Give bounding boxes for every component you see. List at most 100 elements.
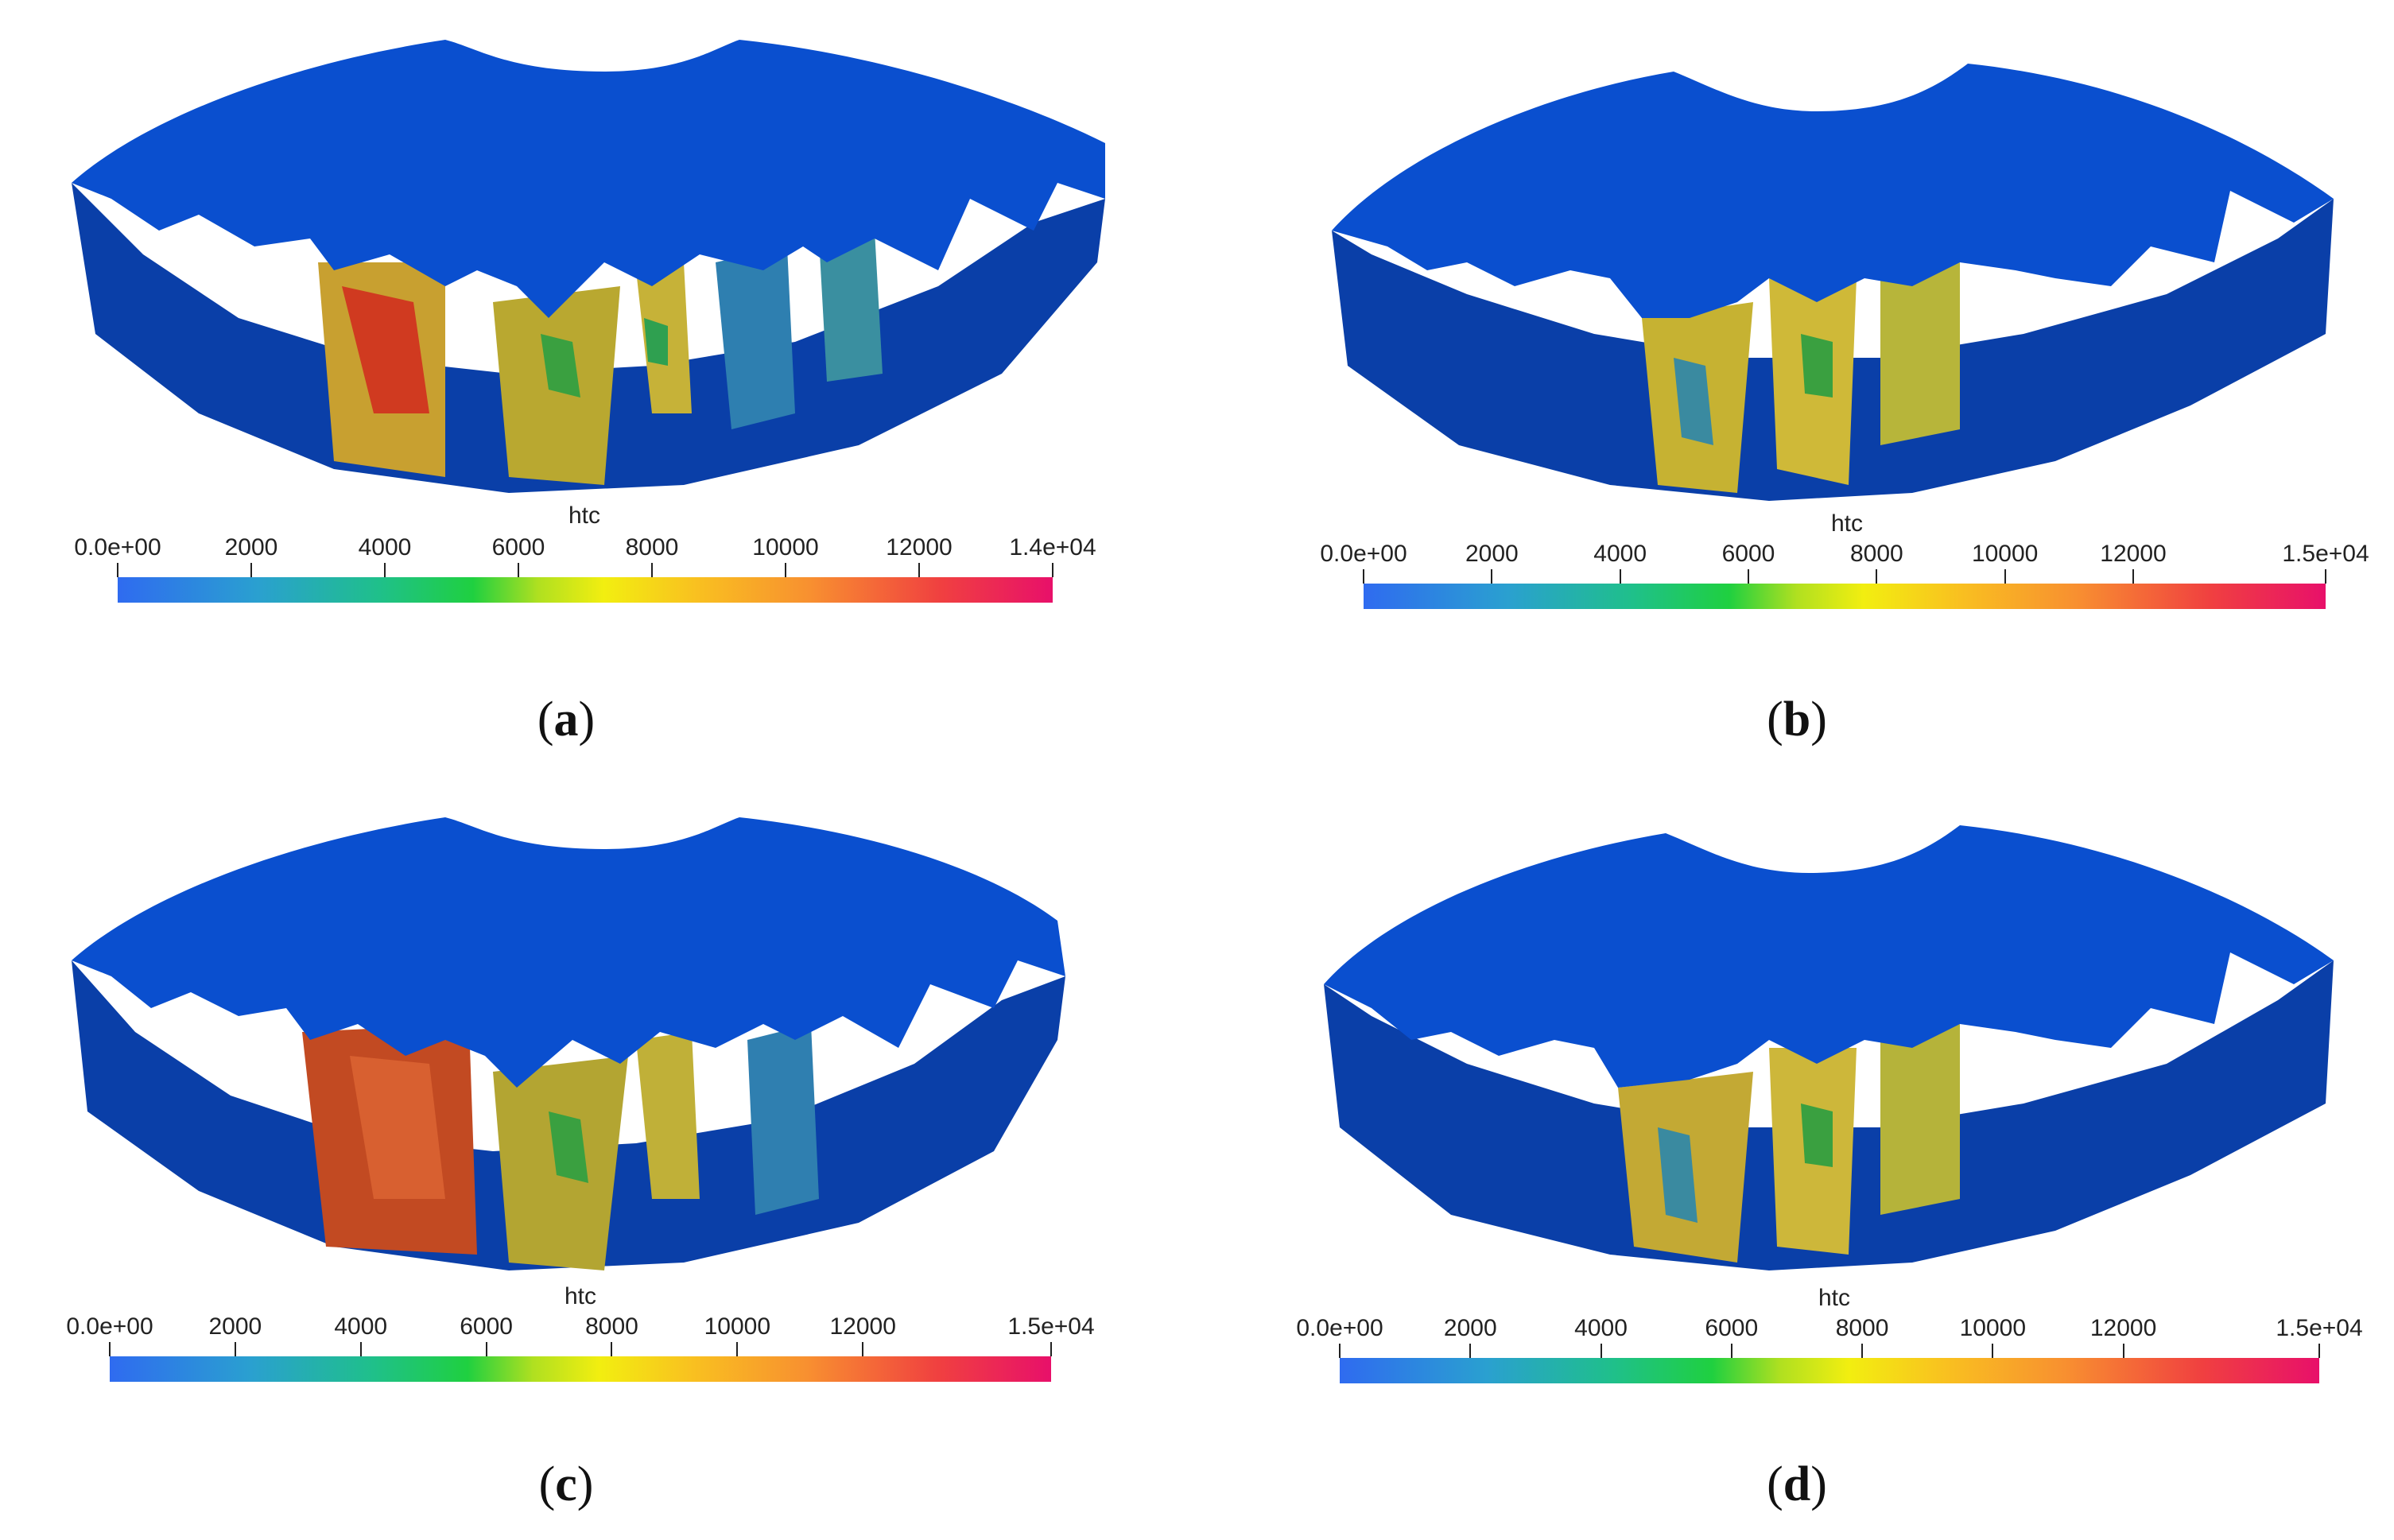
colorbar-tick-label: 8000 <box>1849 541 1903 567</box>
gear-render-b <box>1332 64 2334 501</box>
colorbar-tick-label: 4000 <box>358 534 412 561</box>
colorbar-tick-mark <box>1748 569 1749 584</box>
colorbar-tick-label: 4000 <box>1574 1315 1628 1341</box>
colorbar <box>1364 584 2326 609</box>
green-spot-2 <box>1801 1104 1833 1167</box>
gear-side-wall <box>72 183 1105 493</box>
panel-caption: (c) <box>538 1457 594 1511</box>
hot-face-3 <box>1880 262 1960 445</box>
colorbar-tick-mark <box>1876 569 1878 584</box>
colorbar <box>110 1356 1051 1382</box>
green-spot-1 <box>549 1111 588 1183</box>
colorbar-tick-mark <box>1992 1344 1994 1358</box>
colorbar-tick-label: 1.5e+04 <box>2276 1315 2363 1341</box>
colorbar-title: htc <box>1818 1285 1851 1311</box>
colorbar-tick-label: 6000 <box>491 534 545 561</box>
caption-letter: b <box>1783 692 1811 747</box>
colorbar-tick-label: 10000 <box>704 1313 771 1340</box>
colorbar-tick-label: 8000 <box>585 1313 638 1340</box>
colorbar-tick-mark <box>918 563 920 577</box>
green-spot-2 <box>1801 334 1833 398</box>
colorbar-title: htc <box>568 502 601 529</box>
hot-face-5 <box>716 246 795 429</box>
colorbar-tick-mark <box>109 1342 111 1356</box>
colorbar-tick-label: 6000 <box>1705 1315 1759 1341</box>
green-spot-1 <box>1658 1127 1698 1223</box>
panel-b: htc (b) 0.0e+00 2000 4000 6000 8000 10000 1200… <box>1197 0 2394 770</box>
colorbar-tick-label: 1.5e+04 <box>1007 1313 1095 1340</box>
colorbar-tick-label: 12000 <box>2089 1315 2157 1341</box>
colorbar-tick-mark <box>2325 569 2326 584</box>
colorbar-tick-mark <box>1469 1344 1472 1358</box>
colorbar-tick-mark <box>518 563 519 577</box>
colorbar-tick-mark <box>384 563 386 577</box>
colorbar-tick-mark <box>785 563 786 577</box>
green-spot-2 <box>644 318 668 366</box>
panel-d: htc (d) 0.0e+00 2000 4000 6000 8000 10000 1200… <box>1197 770 2394 1540</box>
colorbar-title: htc <box>564 1283 597 1309</box>
colorbar-tick-mark <box>1050 1342 1052 1356</box>
colorbar-tick-label: 8000 <box>625 534 679 561</box>
panel-caption: (d) <box>1767 1457 1827 1511</box>
colorbar-tick-mark <box>250 563 252 577</box>
colorbar-tick-label: 8000 <box>1835 1315 1889 1341</box>
colorbar-tick-mark <box>1052 563 1053 577</box>
colorbar-tick-label: 4000 <box>1593 541 1647 567</box>
colorbar-tick-label: 0.0e+00 <box>66 1313 153 1340</box>
panel-caption: (b) <box>1767 692 1827 747</box>
gear-top-face <box>72 40 1105 318</box>
colorbar-tick-label: 2000 <box>208 1313 262 1340</box>
panel-a: htc (a) 0.0e+00 2000 4000 6000 8000 10000 1200… <box>0 0 1197 770</box>
hot-face-6 <box>819 231 883 382</box>
gear-top-face <box>1324 825 2334 1088</box>
gear-render-c <box>72 817 1065 1270</box>
colorbar-tick-mark <box>862 1342 864 1356</box>
colorbar-title: htc <box>1830 510 1864 537</box>
hot-face-5 <box>747 1024 819 1215</box>
colorbar-tick-mark <box>1339 1344 1341 1358</box>
hot-face-2 <box>350 1056 445 1199</box>
colorbar <box>1340 1358 2319 1383</box>
colorbar-tick-mark <box>611 1342 613 1356</box>
gear-top-face <box>72 817 1065 1088</box>
colorbar-tick-label: 12000 <box>886 534 953 561</box>
colorbar-tick-mark <box>1861 1344 1864 1358</box>
caption-letter: c <box>555 1457 577 1511</box>
colorbar-tick-label: 12000 <box>2100 541 2167 567</box>
colorbar-tick-mark <box>2132 569 2134 584</box>
colorbar-tick-label: 4000 <box>334 1313 388 1340</box>
colorbar-tick-mark <box>234 1342 236 1356</box>
colorbar-tick-label: 2000 <box>1443 1315 1497 1341</box>
panel-caption: (a) <box>537 692 596 747</box>
caption-letter: a <box>553 692 579 747</box>
gear-render-a <box>72 40 1105 493</box>
colorbar <box>118 577 1053 603</box>
colorbar-tick-label: 10000 <box>752 534 819 561</box>
colorbar-tick-mark <box>2318 1344 2320 1358</box>
hot-face-3 <box>1880 1024 1960 1215</box>
hot-face-2 <box>342 286 429 413</box>
colorbar-tick-label: 1.5e+04 <box>2282 541 2369 567</box>
colorbar-tick-mark <box>1730 1344 1732 1358</box>
colorbar-tick-label: 0.0e+00 <box>1296 1315 1383 1341</box>
colorbar-tick-label: 10000 <box>1971 541 2039 567</box>
gear-side-wall <box>1332 199 2334 501</box>
colorbar-tick-label: 10000 <box>1959 1315 2027 1341</box>
green-spot-1 <box>1674 358 1713 445</box>
colorbar-tick-mark <box>1619 569 1621 584</box>
gear-top-face <box>1332 64 2334 318</box>
colorbar-tick-label: 1.4e+04 <box>1009 534 1096 561</box>
hot-face-4 <box>636 1032 700 1199</box>
colorbar-tick-mark <box>485 1342 487 1356</box>
green-spot-1 <box>541 334 580 398</box>
caption-letter: d <box>1783 1457 1811 1511</box>
gear-side-wall <box>1324 960 2334 1270</box>
colorbar-tick-mark <box>1491 569 1493 584</box>
colorbar-tick-label: 6000 <box>460 1313 513 1340</box>
colorbar-tick-label: 2000 <box>1465 541 1519 567</box>
gear-render-d <box>1324 825 2334 1270</box>
colorbar-tick-label: 0.0e+00 <box>1320 541 1407 567</box>
colorbar-tick-label: 12000 <box>829 1313 896 1340</box>
colorbar-tick-mark <box>359 1342 362 1356</box>
colorbar-tick-mark <box>117 563 118 577</box>
